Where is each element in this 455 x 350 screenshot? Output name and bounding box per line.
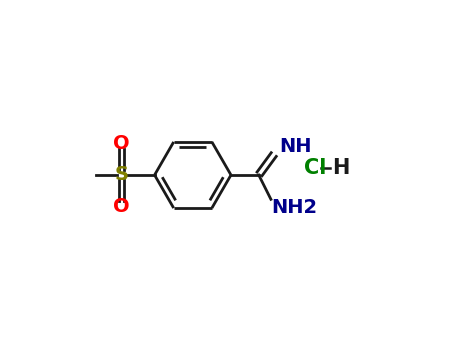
Text: H: H <box>332 158 349 178</box>
Text: NH: NH <box>279 137 312 156</box>
Text: O: O <box>113 197 130 216</box>
Text: NH2: NH2 <box>271 198 317 217</box>
Text: O: O <box>113 134 130 153</box>
Text: Cl: Cl <box>304 158 326 178</box>
Text: S: S <box>115 166 129 184</box>
